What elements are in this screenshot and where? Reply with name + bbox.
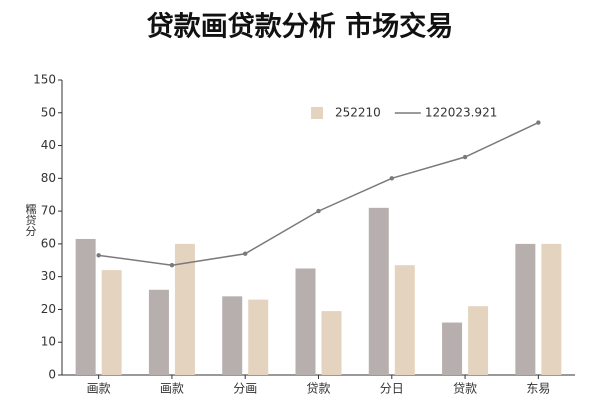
line-point bbox=[96, 253, 101, 258]
x-tick-label: 分画 bbox=[233, 382, 257, 396]
y-tick-label: 20 bbox=[41, 302, 56, 316]
line-point bbox=[169, 262, 175, 268]
y-axis-label: 糯贷分 bbox=[24, 202, 37, 236]
y-tick-label: 150 bbox=[33, 73, 56, 87]
line-point bbox=[462, 154, 468, 160]
y-tick-label: 30 bbox=[41, 269, 56, 283]
legend-label: 122023.921 bbox=[425, 106, 498, 120]
line bbox=[98, 121, 539, 266]
bar bbox=[222, 296, 243, 375]
bar bbox=[248, 299, 269, 375]
bar bbox=[541, 243, 562, 375]
line-point bbox=[316, 208, 321, 214]
x-tick-label: 画款 bbox=[160, 382, 184, 396]
y-tick-label: 0 bbox=[48, 368, 56, 382]
x-tick-label: 贷款 bbox=[453, 382, 477, 396]
bar bbox=[442, 322, 463, 375]
y-tick-label: 10 bbox=[41, 335, 56, 349]
legend-swatch bbox=[311, 107, 323, 119]
y-tick-label: 70 bbox=[41, 204, 56, 218]
bar bbox=[468, 306, 489, 375]
y-tick-label: 60 bbox=[41, 236, 56, 250]
line-point bbox=[536, 120, 541, 125]
bar bbox=[368, 207, 389, 375]
y-tick-label: 40 bbox=[41, 138, 56, 152]
x-tick-label: 分日 bbox=[380, 382, 404, 396]
line-point bbox=[243, 251, 248, 256]
y-tick-label: 50 bbox=[41, 105, 56, 119]
bar bbox=[321, 311, 342, 375]
x-tick-label: 画款 bbox=[87, 382, 111, 396]
legend-label: 252210 bbox=[335, 106, 381, 120]
bar bbox=[148, 289, 169, 375]
bar bbox=[174, 243, 195, 375]
x-tick-label: 贷款 bbox=[306, 382, 330, 396]
bar bbox=[394, 265, 415, 375]
bar bbox=[75, 238, 96, 375]
x-tick-label: 东易 bbox=[526, 382, 550, 396]
y-tick-label: 80 bbox=[41, 171, 56, 185]
chart-title: 贷款画贷款分析 市场交易 bbox=[147, 11, 453, 43]
line-point bbox=[389, 176, 394, 181]
bar bbox=[101, 270, 122, 375]
bar bbox=[295, 268, 316, 375]
bar bbox=[515, 243, 536, 375]
